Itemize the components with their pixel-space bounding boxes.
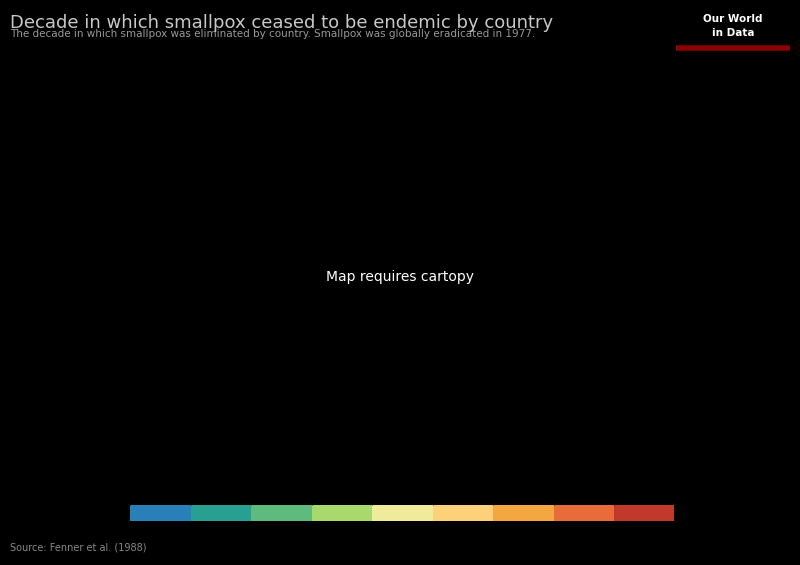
Text: Source: Fenner et al. (1988): Source: Fenner et al. (1988) [10, 542, 147, 553]
Text: The decade in which smallpox was eliminated by country. Smallpox was globally er: The decade in which smallpox was elimina… [10, 29, 536, 40]
Text: Map requires cartopy: Map requires cartopy [326, 270, 474, 284]
Text: Our World
in Data: Our World in Data [703, 15, 763, 38]
Text: Decade in which smallpox ceased to be endemic by country: Decade in which smallpox ceased to be en… [10, 14, 554, 32]
